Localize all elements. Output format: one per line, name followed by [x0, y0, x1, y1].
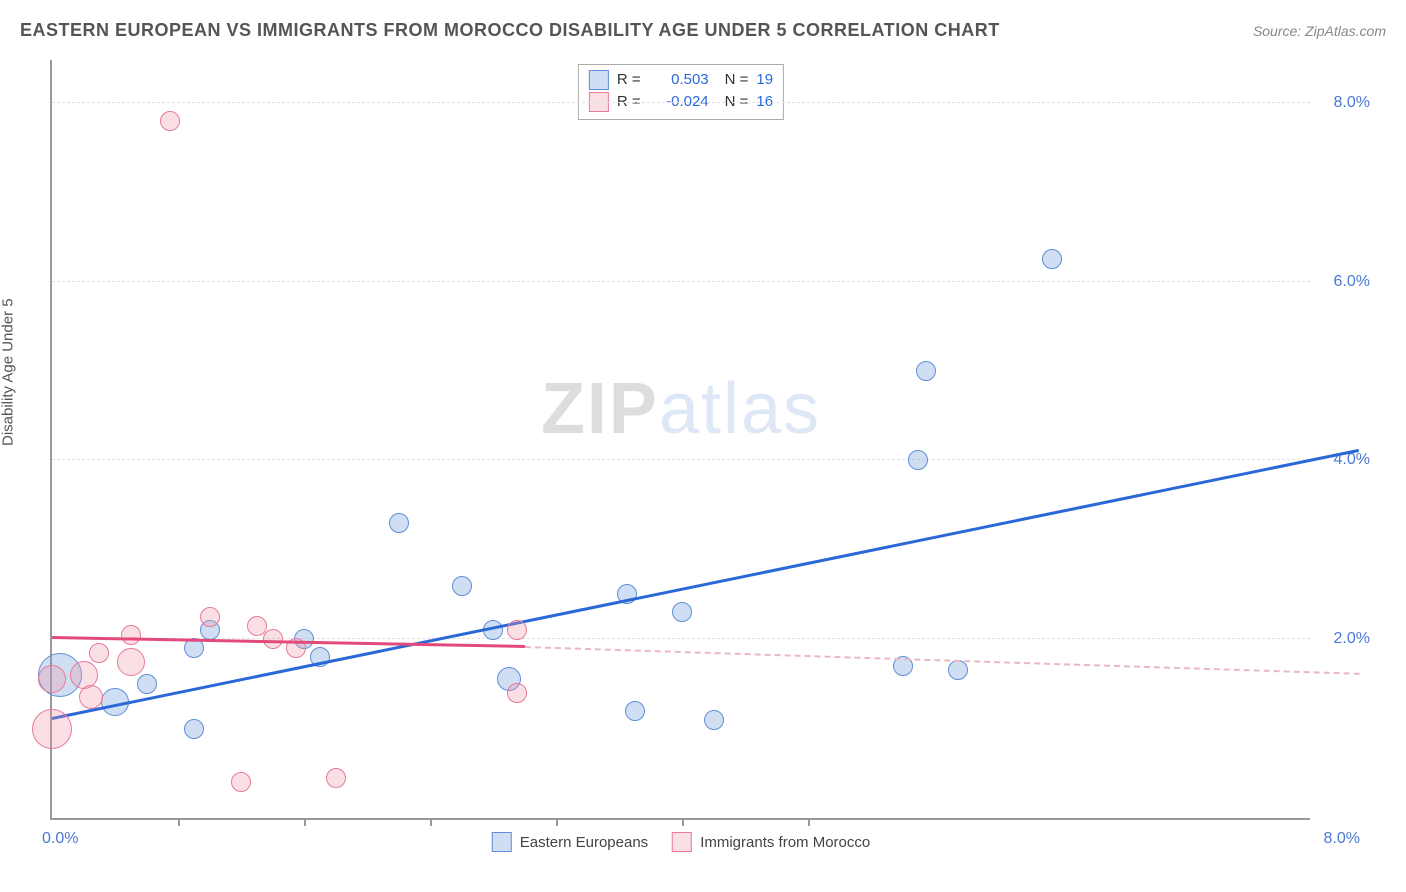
- watermark-atlas: atlas: [659, 369, 821, 449]
- data-point: [625, 701, 645, 721]
- data-point: [908, 450, 928, 470]
- data-point: [121, 625, 141, 645]
- n-label: N =: [725, 69, 749, 91]
- watermark: ZIPatlas: [541, 368, 821, 450]
- x-tick: [430, 818, 432, 826]
- series-legend-item-blue: Eastern Europeans: [492, 832, 648, 852]
- data-point: [672, 602, 692, 622]
- stats-row-blue: R = 0.503 N = 19: [589, 69, 773, 91]
- r-value: 0.503: [649, 69, 709, 91]
- stats-legend-box: R = 0.503 N = 19 R = -0.024 N = 16: [578, 64, 784, 120]
- data-point: [948, 660, 968, 680]
- r-label: R =: [617, 69, 641, 91]
- source-attribution: Source: ZipAtlas.com: [1253, 23, 1386, 39]
- data-point: [79, 685, 103, 709]
- x-tick: [682, 818, 684, 826]
- grid-line: [52, 102, 1310, 103]
- data-point: [200, 607, 220, 627]
- y-tick-label: 2.0%: [1334, 630, 1370, 648]
- grid-line: [52, 281, 1310, 282]
- x-tick: [808, 818, 810, 826]
- x-tick: [304, 818, 306, 826]
- data-point: [32, 709, 72, 749]
- data-point: [89, 643, 109, 663]
- trend-line: [52, 448, 1360, 719]
- data-point: [1042, 249, 1062, 269]
- n-value: 19: [756, 69, 773, 91]
- data-point: [389, 513, 409, 533]
- y-axis-title: Disability Age Under 5: [0, 298, 17, 446]
- series-label: Immigrants from Morocco: [700, 834, 870, 851]
- data-point: [916, 361, 936, 381]
- data-point: [507, 620, 527, 640]
- x-tick: [556, 818, 558, 826]
- data-point: [137, 674, 157, 694]
- y-tick-label: 8.0%: [1334, 94, 1370, 112]
- data-point: [704, 710, 724, 730]
- watermark-zip: ZIP: [541, 369, 659, 449]
- series-legend: Eastern Europeans Immigrants from Morocc…: [492, 832, 870, 852]
- trend-line: [524, 646, 1359, 675]
- series-label: Eastern Europeans: [520, 834, 648, 851]
- data-point: [507, 683, 527, 703]
- x-max-label: 8.0%: [1324, 830, 1360, 848]
- chart-title: EASTERN EUROPEAN VS IMMIGRANTS FROM MORO…: [20, 20, 1000, 41]
- data-point: [117, 648, 145, 676]
- y-tick-label: 6.0%: [1334, 273, 1370, 291]
- data-point: [160, 111, 180, 131]
- legend-swatch-pink: [672, 832, 692, 852]
- data-point: [184, 719, 204, 739]
- series-legend-item-pink: Immigrants from Morocco: [672, 832, 870, 852]
- scatter-plot-area: ZIPatlas R = 0.503 N = 19 R = -0.024 N =…: [50, 60, 1310, 820]
- grid-line: [52, 459, 1310, 460]
- legend-swatch-blue: [492, 832, 512, 852]
- data-point: [231, 772, 251, 792]
- data-point: [326, 768, 346, 788]
- legend-swatch-blue: [589, 70, 609, 90]
- x-origin-label: 0.0%: [42, 830, 78, 848]
- x-tick: [178, 818, 180, 826]
- data-point: [38, 665, 66, 693]
- data-point: [452, 576, 472, 596]
